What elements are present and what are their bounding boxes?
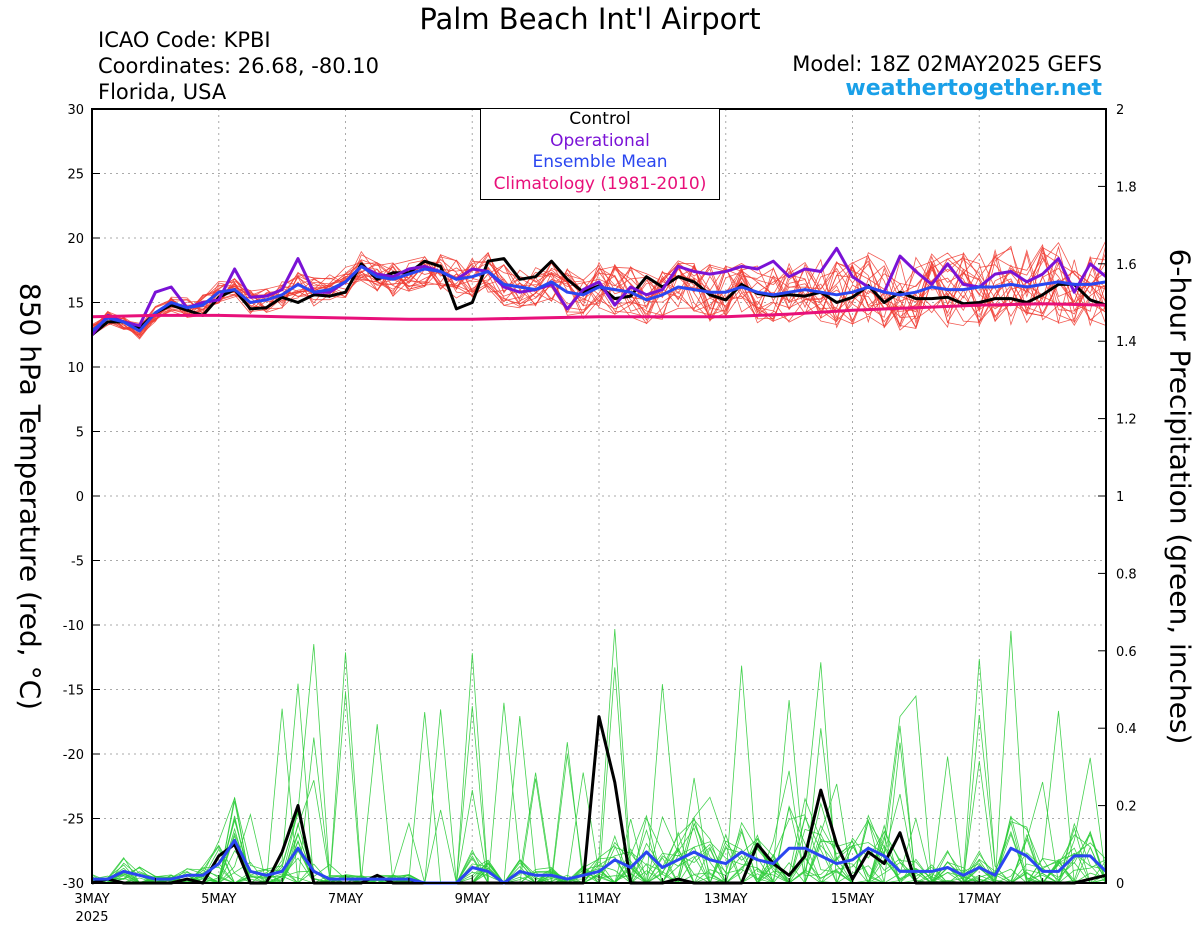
site-link[interactable]: weathertogether.net xyxy=(845,76,1102,101)
x-tick-label: 15MAY xyxy=(831,892,875,907)
icao-code: ICAO Code: KPBI xyxy=(98,28,271,52)
precip-member-line xyxy=(91,683,1107,884)
left-tick-label: 5 xyxy=(76,426,84,441)
right-tick-label: 0.6 xyxy=(1116,645,1137,660)
precip-series-ensemble-mean xyxy=(92,838,1108,885)
left-axis-label: 850 hPa Temperature (red, °C) xyxy=(13,282,47,711)
legend: Control Operational Ensemble Mean Climat… xyxy=(480,108,720,200)
left-tick-label: -25 xyxy=(63,813,84,828)
x-tick-label: 11MAY xyxy=(577,892,621,907)
right-tick-label: 0.4 xyxy=(1116,722,1137,737)
left-tick-label: 20 xyxy=(67,232,84,247)
right-tick-label: 1 xyxy=(1116,490,1124,505)
left-tick-label: -10 xyxy=(63,619,84,634)
plot-frame xyxy=(91,108,1107,884)
x-year-label: 2025 xyxy=(75,910,108,925)
x-tick-label: 7MAY xyxy=(328,892,363,907)
right-axis-label: 6-hour Precipitation (green, inches) xyxy=(1163,248,1197,745)
x-axis-ticks: 3MAY 5MAY 7MAY 9MAY 11MAY 13MAY 15MAY 17MAY 2025 xyxy=(74,875,1107,925)
left-tick-label: -5 xyxy=(71,555,84,570)
left-axis-ticks: 30 25 20 15 10 5 0 -5 -10 -15 -20 -25 -30 xyxy=(63,103,100,892)
x-tick-label: 5MAY xyxy=(201,892,236,907)
x-tick-label: 13MAY xyxy=(704,892,748,907)
legend-control: Control xyxy=(569,109,631,129)
legend-climatology: Climatology (1981-2010) xyxy=(493,173,707,194)
right-axis-ticks: 2 1.8 1.6 1.4 1.2 1 0.8 0.6 0.4 0.2 0 xyxy=(1098,103,1137,892)
left-tick-label: -30 xyxy=(63,877,84,892)
left-tick-label: 25 xyxy=(67,168,84,183)
left-tick-label: -20 xyxy=(63,748,84,763)
right-tick-label: 0 xyxy=(1116,877,1124,892)
legend-ensemble-mean: Ensemble Mean xyxy=(532,152,668,172)
grid-lines xyxy=(92,109,1106,883)
left-tick-label: 10 xyxy=(67,361,84,376)
model-run: Model: 18Z 02MAY2025 GEFS xyxy=(792,52,1102,76)
right-tick-label: 1.8 xyxy=(1116,180,1137,195)
region: Florida, USA xyxy=(98,80,227,104)
coordinates: Coordinates: 26.68, -80.10 xyxy=(98,54,379,78)
left-tick-label: 30 xyxy=(67,103,84,118)
left-tick-label: -15 xyxy=(63,684,84,699)
left-tick-label: 0 xyxy=(76,490,84,505)
right-tick-label: 1.4 xyxy=(1116,335,1137,350)
right-tick-label: 0.8 xyxy=(1116,567,1137,582)
precip-member-line xyxy=(92,754,1107,884)
x-tick-label: 9MAY xyxy=(455,892,490,907)
right-tick-label: 1.2 xyxy=(1116,413,1137,428)
temp-series-climatology- xyxy=(91,302,1107,321)
left-tick-label: 15 xyxy=(67,297,84,312)
temp-member-line xyxy=(91,245,1107,329)
legend-operational: Operational xyxy=(550,130,650,151)
x-tick-label: 17MAY xyxy=(957,892,1001,907)
temp-series-operational xyxy=(90,246,1107,336)
right-tick-label: 2 xyxy=(1116,103,1124,118)
right-tick-label: 0.2 xyxy=(1116,800,1137,815)
chart-title: Palm Beach Int'l Airport xyxy=(419,2,761,36)
right-tick-label: 1.6 xyxy=(1116,258,1137,273)
temp-series-ensemble-mean xyxy=(91,264,1107,333)
x-tick-label: 3MAY xyxy=(74,892,109,907)
